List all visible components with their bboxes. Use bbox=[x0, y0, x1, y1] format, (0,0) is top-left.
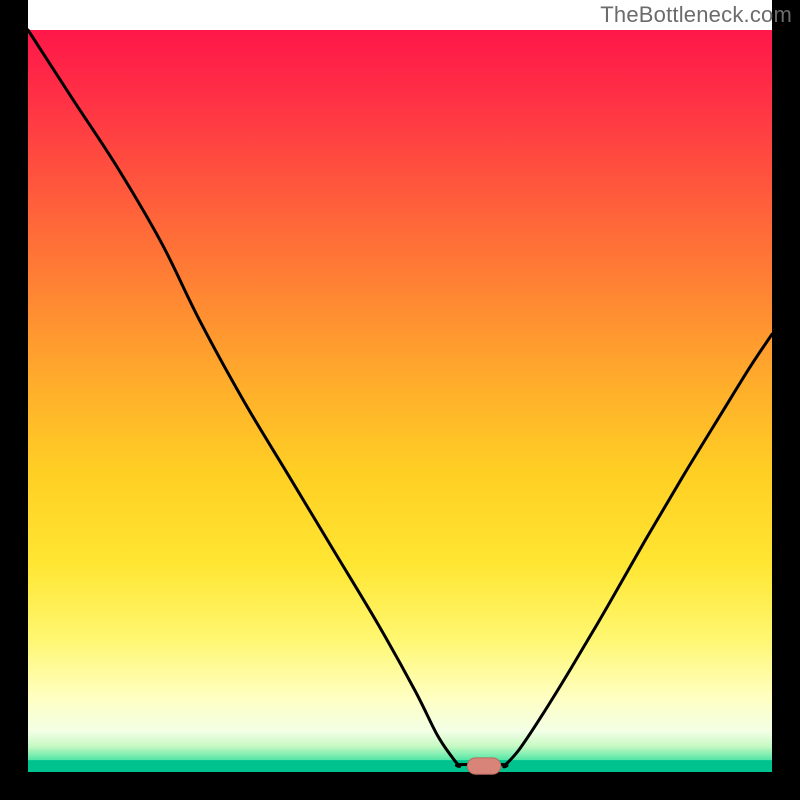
optimal-marker bbox=[467, 758, 500, 774]
bottleneck-curve-chart bbox=[0, 0, 800, 800]
chart-root: TheBottleneck.com bbox=[0, 0, 800, 800]
frame-left bbox=[0, 0, 28, 800]
baseline-band bbox=[28, 760, 772, 772]
frame-bottom bbox=[0, 772, 800, 800]
watermark-text: TheBottleneck.com bbox=[600, 2, 792, 28]
frame-right bbox=[772, 0, 800, 800]
